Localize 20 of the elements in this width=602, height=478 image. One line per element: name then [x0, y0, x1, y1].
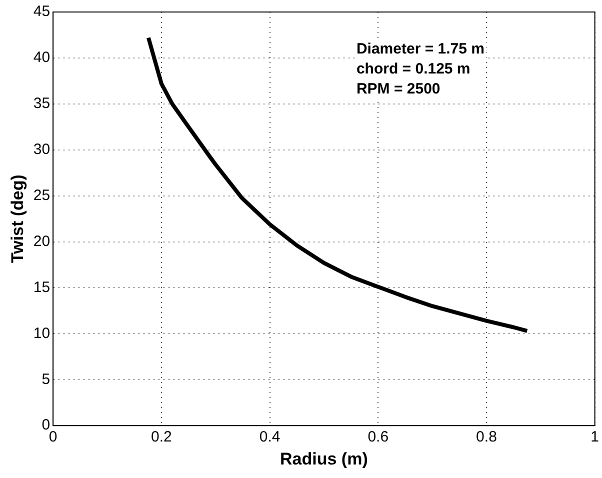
y-tick-label: 30: [33, 141, 50, 158]
x-tick-label: 0.2: [151, 428, 172, 446]
x-tick-label: 0.8: [476, 428, 497, 446]
annotation: Diameter = 1.75 m: [356, 40, 484, 58]
y-tick-label: 25: [33, 186, 50, 204]
y-tick-label: 20: [33, 232, 50, 250]
annotation: chord = 0.125 m: [356, 60, 470, 78]
x-axis-title: Radius (m): [280, 449, 368, 468]
annotation: RPM = 2500: [356, 80, 440, 98]
y-tick-label: 10: [33, 324, 50, 342]
y-tick-label: 15: [33, 278, 50, 296]
y-tick-label: 40: [33, 49, 50, 66]
y-axis-title: Twist (deg): [8, 174, 27, 264]
y-tick-label: 5: [42, 370, 50, 388]
y-tick-label: 45: [33, 3, 50, 20]
y-tick-label: 0: [42, 416, 50, 434]
y-tick-label: 35: [33, 95, 50, 112]
x-tick-label: 0.6: [368, 428, 389, 446]
x-tick-label: 1: [590, 428, 599, 446]
x-tick-label: 0.4: [259, 428, 280, 446]
